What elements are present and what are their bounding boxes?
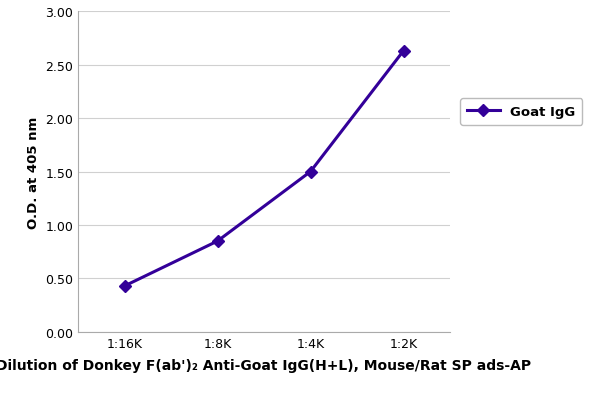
Legend: Goat IgG: Goat IgG [460,99,583,125]
Goat IgG [307,170,314,175]
Goat IgG [400,49,407,54]
Y-axis label: O.D. at 405 nm: O.D. at 405 nm [26,116,40,228]
Line: Goat IgG: Goat IgG [121,47,407,290]
Goat IgG [121,284,128,289]
X-axis label: Dilution of Donkey F(ab')₂ Anti-Goat IgG(H+L), Mouse/Rat SP ads-AP: Dilution of Donkey F(ab')₂ Anti-Goat IgG… [0,358,532,372]
Goat IgG [214,239,221,244]
